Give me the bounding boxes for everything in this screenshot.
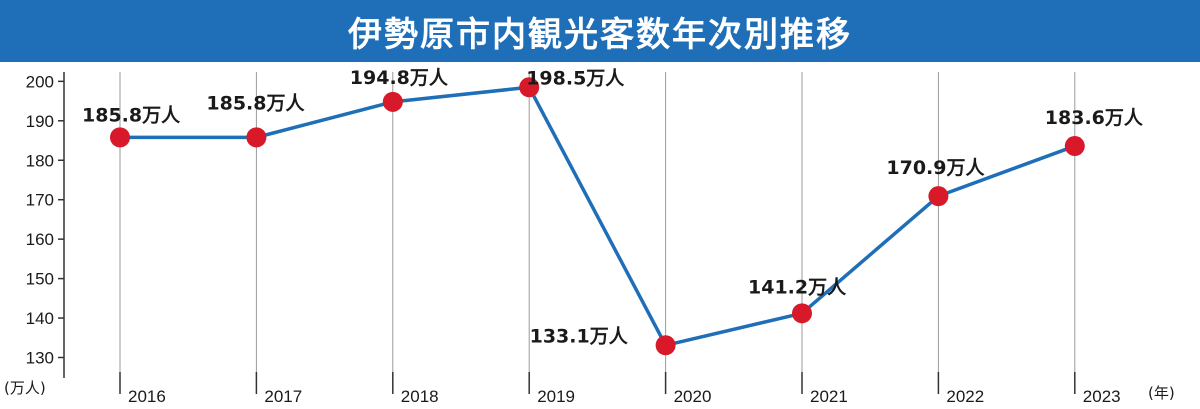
y-tick-label: 140 bbox=[26, 309, 54, 328]
data-label: 185.8万人 bbox=[82, 104, 181, 126]
markers bbox=[110, 77, 1085, 356]
data-point-marker bbox=[110, 127, 130, 148]
data-label: 194.8万人 bbox=[350, 67, 449, 89]
data-point-marker bbox=[246, 127, 267, 148]
data-point-marker bbox=[382, 91, 403, 112]
y-tick-label: 200 bbox=[26, 72, 54, 91]
x-tick-label: 2016 bbox=[128, 387, 166, 406]
y-tick-label: 190 bbox=[26, 112, 54, 131]
x-tick-label: 2019 bbox=[537, 387, 575, 406]
data-point-marker bbox=[655, 335, 676, 356]
series-line bbox=[120, 85, 1076, 348]
data-label: 183.6万人 bbox=[1045, 107, 1144, 129]
data-label: 141.2万人 bbox=[748, 276, 847, 298]
data-point-marker bbox=[1064, 136, 1085, 157]
chart-title: 伊勢原市内観光客数年次別推移 bbox=[348, 14, 852, 55]
y-tick-label: 180 bbox=[26, 151, 54, 170]
data-point-marker bbox=[519, 77, 540, 98]
data-label: 170.9万人 bbox=[886, 157, 985, 179]
x-tick-label: 2023 bbox=[1083, 387, 1121, 406]
data-label: 133.1万人 bbox=[530, 325, 629, 347]
y-tick-label: 160 bbox=[26, 230, 54, 249]
grid bbox=[119, 72, 1076, 378]
x-tick-label: 2022 bbox=[946, 387, 984, 406]
y-tick-label: 130 bbox=[26, 349, 54, 368]
x-tick-label: 2018 bbox=[401, 387, 439, 406]
data-point-marker bbox=[928, 186, 949, 207]
series-line-layer bbox=[120, 85, 1076, 348]
x-tick-label: 2021 bbox=[810, 387, 848, 406]
y-axis-unit-label: (万人) bbox=[4, 379, 46, 397]
data-point-marker bbox=[792, 303, 812, 324]
x-tick-label: 2017 bbox=[264, 387, 302, 406]
data-label: 185.8万人 bbox=[206, 92, 305, 114]
data-label: 198.5万人 bbox=[526, 67, 625, 89]
axes: 2016 2017 2018 2019 2020 2021 2022 2023 130 140 15… bbox=[26, 72, 1121, 406]
x-tick-label: 2020 bbox=[674, 387, 712, 406]
y-tick-label: 150 bbox=[26, 270, 54, 289]
y-tick-label: 170 bbox=[26, 191, 54, 210]
data-labels: 185.8万人 185.8万人 194.8万人 198.5万人 133.1万人 141.2… bbox=[82, 67, 1144, 347]
chart-title-bar: 伊勢原市内観光客数年次別推移 bbox=[0, 0, 1200, 62]
x-axis-unit-label: (年) bbox=[1148, 384, 1175, 402]
